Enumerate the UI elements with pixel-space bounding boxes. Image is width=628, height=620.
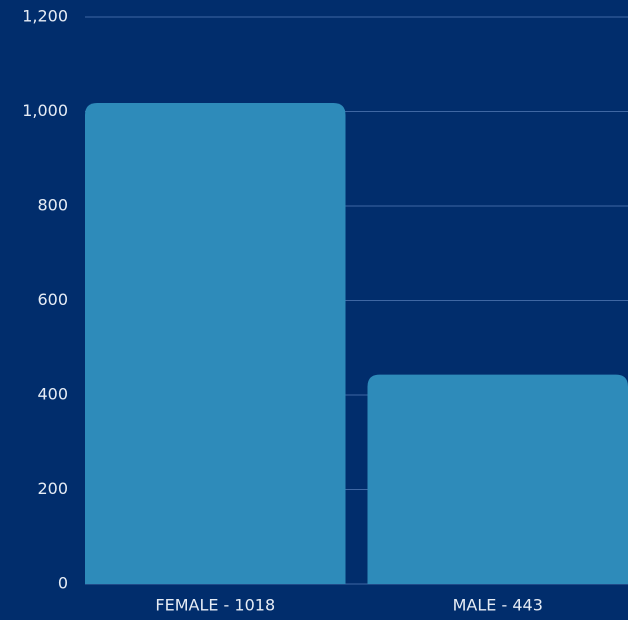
y-tick-label: 400 xyxy=(37,385,68,404)
y-tick-label: 600 xyxy=(37,290,68,309)
y-tick-label: 0 xyxy=(58,574,68,593)
x-tick-label: MALE - 443 xyxy=(453,596,543,615)
y-tick-label: 200 xyxy=(37,479,68,498)
bar xyxy=(367,374,628,584)
y-tick-label: 800 xyxy=(37,196,68,215)
y-tick-label: 1,200 xyxy=(22,7,68,26)
y-tick-label: 1,000 xyxy=(22,101,68,120)
x-tick-label: FEMALE - 1018 xyxy=(155,596,275,615)
bar xyxy=(85,102,346,585)
